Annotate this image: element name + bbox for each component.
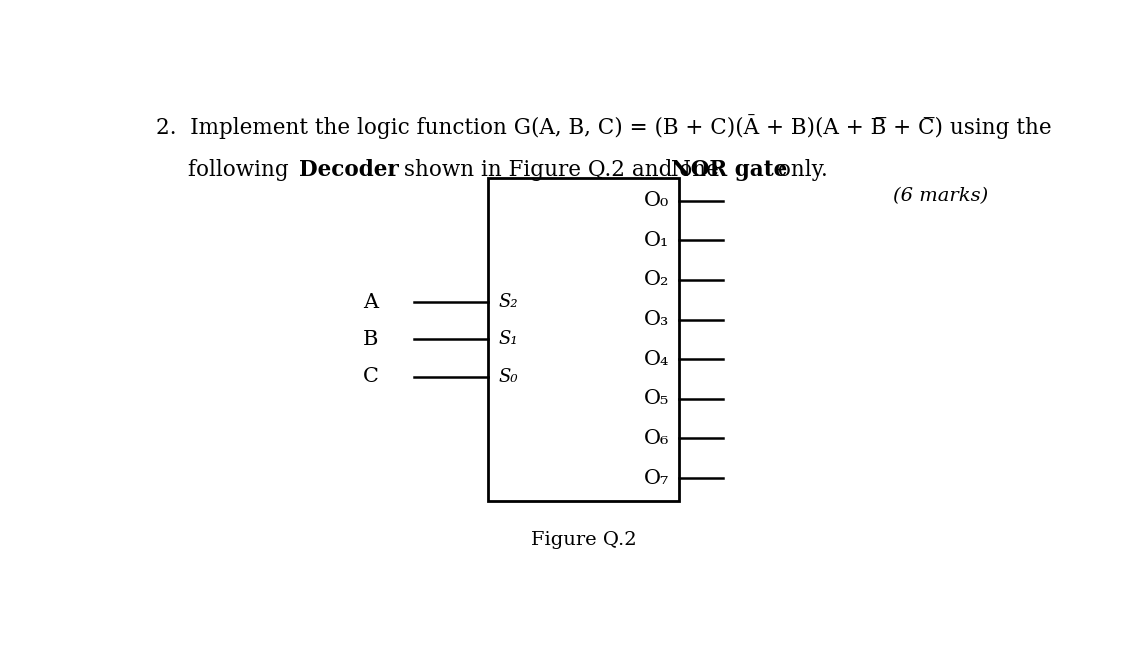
Text: shown in Figure Q.2 and one: shown in Figure Q.2 and one — [397, 159, 726, 181]
Text: O₆: O₆ — [644, 429, 669, 448]
Text: C: C — [362, 367, 378, 386]
Text: O₁: O₁ — [644, 231, 669, 250]
Text: A: A — [364, 293, 378, 311]
Bar — [488, 177, 680, 501]
Text: O₀: O₀ — [644, 191, 669, 210]
Text: (6 marks): (6 marks) — [893, 187, 988, 205]
Text: S₁: S₁ — [498, 330, 518, 348]
Text: B: B — [364, 330, 378, 349]
Text: O₄: O₄ — [644, 350, 669, 369]
Text: Decoder: Decoder — [300, 159, 399, 181]
Text: O₃: O₃ — [644, 310, 669, 329]
Text: NOR gate: NOR gate — [671, 159, 787, 181]
Text: only.: only. — [771, 159, 827, 181]
Text: O₅: O₅ — [644, 390, 669, 408]
Text: Figure Q.2: Figure Q.2 — [531, 531, 636, 549]
Text: 2.  Implement the logic function G(A, B, C) = (B + C)(Ā + B)(A + B̅ + C̅) using : 2. Implement the logic function G(A, B, … — [156, 114, 1051, 139]
Text: following: following — [188, 159, 296, 181]
Text: S₂: S₂ — [498, 293, 518, 311]
Text: S₀: S₀ — [498, 368, 518, 386]
Text: O₂: O₂ — [643, 271, 669, 289]
Text: O₇: O₇ — [644, 469, 669, 488]
